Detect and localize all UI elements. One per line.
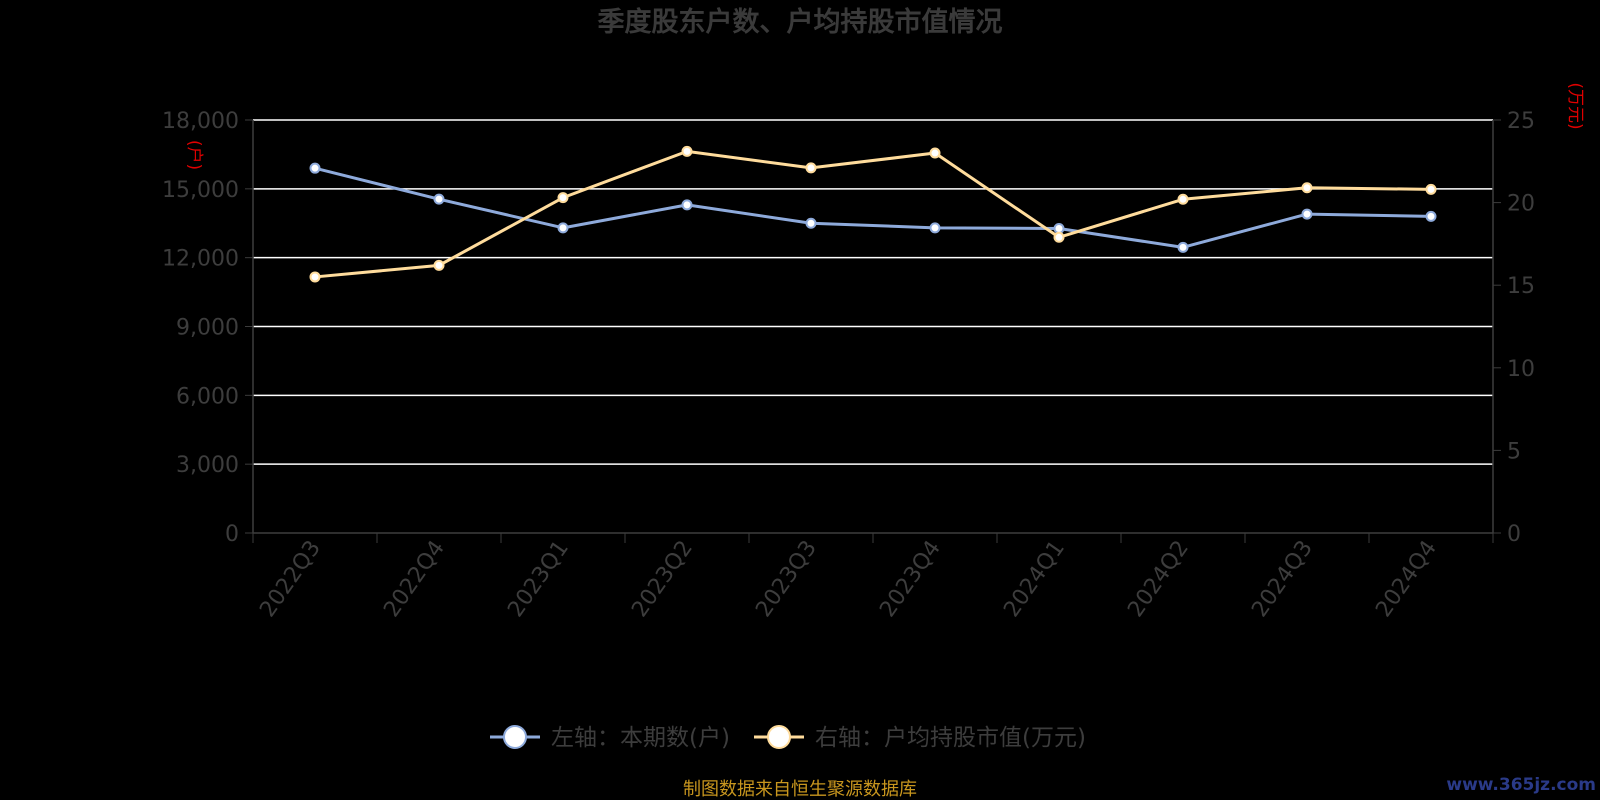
right-tick-label: 25 (1507, 109, 1535, 134)
legend-marker-left (503, 725, 527, 749)
series-line-left (314, 166, 1432, 249)
left-tick-label: 3,000 (176, 453, 239, 478)
x-tick-label: 2022Q4 (379, 536, 450, 622)
legend[interactable]: 左轴：本期数(户) 右轴：户均持股市值(万元) (490, 725, 1086, 751)
x-tick-label: 2023Q3 (751, 536, 822, 622)
data-point-left (1053, 223, 1065, 235)
data-point-right (309, 271, 321, 283)
left-tick-label: 18,000 (162, 109, 239, 134)
data-point-left (681, 199, 693, 211)
data-point-left (433, 193, 445, 205)
x-tick-label: 2024Q1 (999, 536, 1070, 622)
data-point-left (557, 222, 569, 234)
left-tick-label: 6,000 (176, 384, 239, 409)
data-point-right (929, 147, 941, 159)
data-point-right (1425, 183, 1437, 195)
gridlines (253, 119, 1493, 465)
data-point-right (1053, 231, 1065, 243)
right-axis-ticks: 0 5 10 15 20 25 (1493, 109, 1535, 547)
x-tick-label: 2023Q4 (875, 536, 946, 622)
data-point-right (557, 192, 569, 204)
x-tick-label: 2024Q4 (1371, 536, 1442, 622)
x-tick-label: 2023Q2 (627, 536, 698, 622)
legend-label-left: 左轴：本期数(户) (551, 725, 730, 751)
right-tick-label: 0 (1507, 522, 1521, 547)
data-point-right (1301, 182, 1313, 194)
x-tick-label: 2022Q3 (255, 536, 326, 622)
data-point-right (433, 259, 445, 271)
legend-label-right: 右轴：户均持股市值(万元) (815, 725, 1086, 751)
right-axis-unit: (万元) (1565, 82, 1585, 129)
data-point-left (805, 217, 817, 229)
series-line-right (314, 149, 1432, 279)
data-point-right (805, 162, 817, 174)
data-point-left (1301, 208, 1313, 220)
x-tick-label: 2024Q2 (1123, 536, 1194, 622)
right-tick-label: 20 (1507, 192, 1535, 217)
data-point-left (1425, 210, 1437, 222)
left-tick-label: 15,000 (162, 178, 239, 203)
x-tick-label: 2024Q3 (1247, 536, 1318, 622)
legend-marker-right (767, 725, 791, 749)
legend-item-right-series[interactable]: 右轴：户均持股市值(万元) (754, 725, 1086, 751)
series-points (309, 145, 1437, 283)
data-point-left (929, 222, 941, 234)
left-axis-unit: (户) (184, 140, 204, 170)
data-source-note: 制图数据来自恒生聚源数据库 (683, 779, 917, 800)
right-tick-label: 5 (1507, 439, 1521, 464)
data-point-right (1177, 193, 1189, 205)
left-axis-ticks: 0 3,000 6,000 9,000 12,000 15,000 18,000 (162, 109, 253, 547)
chart-title: 季度股东户数、户均持股市值情况 (598, 6, 1003, 38)
data-point-left (1177, 241, 1189, 253)
left-tick-label: 9,000 (176, 316, 239, 341)
right-tick-label: 15 (1507, 274, 1535, 299)
watermark-logo: www.365jz.com (1446, 775, 1596, 795)
data-point-right (681, 145, 693, 157)
legend-item-left-series[interactable]: 左轴：本期数(户) (490, 725, 730, 751)
x-axis-ticks: 2022Q3 2022Q4 2023Q1 2023Q2 2023Q3 2023Q4 2024… (252, 533, 1494, 622)
right-tick-label: 10 (1507, 357, 1535, 382)
left-tick-label: 0 (225, 522, 239, 547)
series-lines (314, 149, 1432, 279)
x-tick-label: 2023Q1 (503, 536, 574, 622)
left-tick-label: 12,000 (162, 247, 239, 272)
data-point-left (309, 162, 321, 174)
